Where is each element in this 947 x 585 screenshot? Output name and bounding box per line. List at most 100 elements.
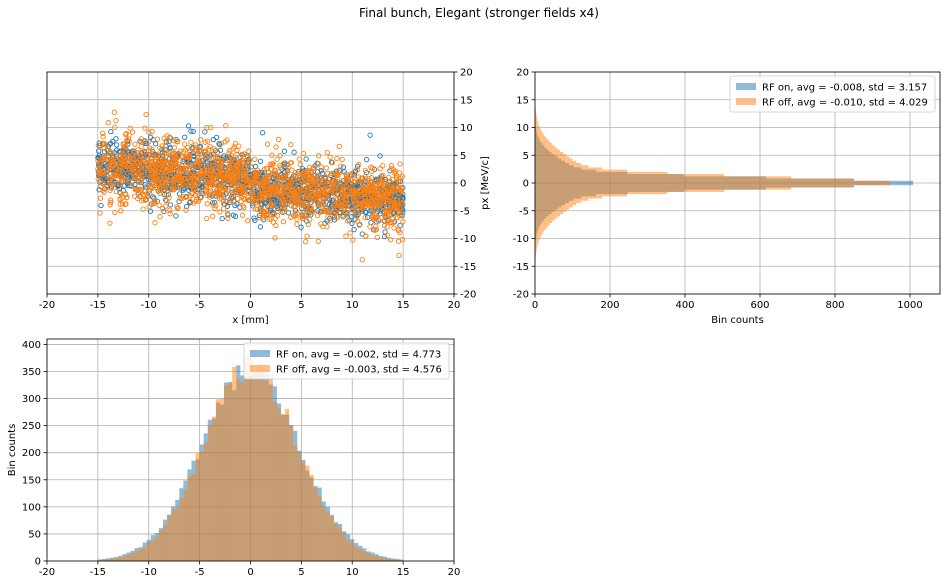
- scatter-point: [124, 163, 130, 170]
- scatter-point: [234, 148, 240, 154]
- scatter-point: [190, 128, 196, 135]
- scatter-point: [192, 142, 199, 148]
- scatter-point: [288, 142, 294, 148]
- scatter-point: [174, 139, 180, 145]
- x-tick-label: 0: [247, 300, 253, 311]
- scatter-point: [194, 181, 200, 187]
- x-tick-label: -10: [141, 567, 157, 578]
- scatter-point: [270, 161, 276, 167]
- histogram-bar: [358, 548, 363, 561]
- scatter-point: [121, 183, 127, 189]
- scatter-point: [167, 211, 173, 217]
- scatter-point: [224, 210, 231, 217]
- x-tick-label: 15: [397, 567, 410, 578]
- scatter-point: [241, 176, 248, 182]
- histogram-bars: [97, 357, 404, 561]
- scatter-point: [208, 124, 214, 131]
- scatter-point: [389, 181, 395, 187]
- scatter-point: [193, 144, 199, 151]
- scatter-point: [167, 202, 174, 208]
- scatter-point: [164, 198, 170, 204]
- scatter-point: [194, 157, 200, 163]
- y-tick-label: -5: [519, 206, 529, 217]
- scatter-point: [340, 164, 347, 170]
- scatter-point: [381, 198, 387, 204]
- scatter-point: [281, 204, 287, 211]
- scatter-point: [207, 167, 214, 174]
- scatter-point: [190, 200, 196, 206]
- scatter-point: [163, 192, 169, 198]
- scatter-point: [380, 163, 386, 169]
- scatter-point: [97, 210, 103, 216]
- scatter-point: [298, 201, 304, 208]
- scatter-point: [217, 196, 223, 202]
- histogram-bar: [535, 251, 537, 255]
- scatter-point: [271, 192, 277, 198]
- histogram-bar: [142, 547, 147, 561]
- scatter-point: [357, 187, 363, 193]
- scatter-point: [166, 151, 172, 157]
- scatter-point: [183, 176, 189, 182]
- scatter-point: [344, 212, 350, 218]
- legend-label: RF off, avg = -0.003, std = 4.576: [276, 365, 442, 376]
- histogram-bar: [272, 401, 277, 561]
- scatter-point: [339, 198, 346, 204]
- scatter-point: [177, 168, 183, 174]
- scatter-point: [147, 166, 154, 173]
- y-tick-label: 20: [516, 68, 529, 79]
- histogram-bar: [264, 381, 269, 561]
- scatter-point: [188, 139, 194, 145]
- scatter-point: [257, 191, 263, 198]
- histogram-bar: [535, 160, 577, 164]
- scatter-point: [363, 198, 370, 204]
- scatter-point: [183, 207, 189, 213]
- histogram-bar: [535, 200, 581, 203]
- scatter-point: [230, 191, 237, 197]
- scatter-point: [260, 130, 266, 136]
- scatter-point: [189, 190, 195, 196]
- scatter-point: [331, 183, 337, 189]
- x-tick-label: 10: [346, 300, 359, 311]
- scatter-point: [134, 149, 140, 156]
- scatter-point: [116, 181, 123, 187]
- histogram-bar: [256, 370, 261, 561]
- scatter-point: [152, 198, 158, 204]
- scatter-point: [126, 154, 132, 160]
- scatter-point: [171, 138, 177, 144]
- scatter-point: [262, 187, 268, 193]
- scatter-point: [150, 137, 156, 143]
- scatter-point: [363, 156, 370, 163]
- scatter-point: [156, 202, 162, 208]
- scatter-point: [350, 190, 356, 196]
- scatter-point: [277, 165, 283, 171]
- scatter-point: [323, 165, 329, 171]
- scatter-point: [324, 149, 330, 156]
- x-axis-label: x [mm]: [232, 315, 268, 326]
- scatter-point: [180, 148, 187, 155]
- scatter-point: [303, 175, 310, 181]
- scatter-point: [265, 165, 271, 172]
- scatter-point: [318, 167, 324, 174]
- scatter-point: [117, 196, 123, 202]
- histogram-bar: [101, 559, 107, 561]
- scatter-point: [314, 212, 321, 219]
- scatter-point: [334, 155, 340, 162]
- scatter-point: [380, 172, 386, 178]
- histogram-bar: [219, 398, 225, 561]
- scatter-point: [155, 172, 161, 178]
- scatter-point: [310, 175, 316, 181]
- scatter-point: [204, 201, 210, 207]
- scatter-point: [144, 185, 150, 191]
- scatter-point: [322, 186, 328, 192]
- scatter-point: [187, 198, 193, 205]
- scatter-point: [144, 191, 150, 197]
- scatter-point: [334, 196, 340, 203]
- scatter-point: [176, 184, 182, 191]
- legend-swatch: [736, 98, 756, 105]
- scatter-point: [257, 224, 264, 230]
- scatter-point: [166, 186, 172, 192]
- scatter-point: [377, 180, 384, 187]
- histogram-bar: [236, 379, 241, 561]
- scatter-point: [388, 166, 395, 172]
- histogram-bar: [535, 240, 539, 243]
